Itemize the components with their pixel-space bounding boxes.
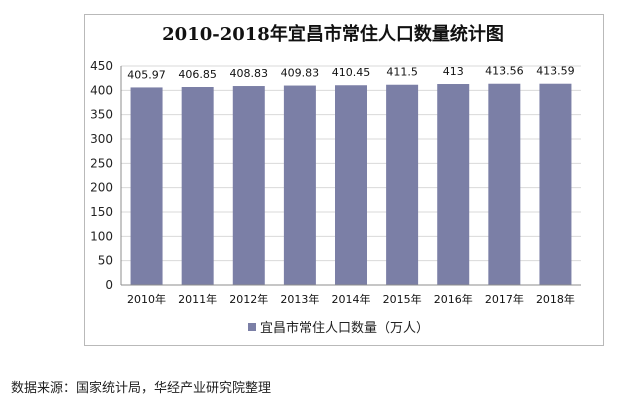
y-tick-label: 400 [90, 83, 113, 97]
bar [283, 85, 316, 285]
x-tick-label: 2010年 [127, 292, 166, 306]
bar [335, 85, 367, 285]
data-label: 409.83 [281, 67, 320, 80]
data-label: 413 [443, 65, 464, 78]
data-label: 413.59 [536, 65, 575, 78]
y-tick-label: 150 [90, 205, 113, 219]
y-tick-label: 0 [105, 278, 113, 292]
legend-swatch [248, 323, 256, 331]
x-axis-ticks: 2010年 2011年 2012年 2013年 2014年 2015年 2016年 2017年… [127, 292, 575, 306]
source-note: 数据来源：国家统计局，华经产业研究院整理 [11, 381, 272, 396]
bar [232, 86, 265, 285]
bar [488, 83, 521, 285]
y-tick-label: 450 [90, 59, 113, 73]
x-tick-label: 2012年 [229, 292, 268, 306]
x-tick-label: 2013年 [280, 292, 319, 306]
y-tick-label: 350 [90, 108, 113, 122]
data-label: 410.45 [332, 66, 371, 79]
y-tick-label: 50 [98, 254, 113, 268]
y-tick-label: 100 [90, 229, 113, 243]
chart-title: 2010-2018年宜昌市常住人口数量统计图 [162, 23, 504, 45]
data-label: 413.56 [485, 65, 524, 78]
y-tick-label: 200 [90, 181, 113, 195]
x-tick-label: 2015年 [383, 292, 422, 306]
x-tick-label: 2018年 [536, 292, 575, 306]
data-label: 411.5 [386, 66, 418, 79]
bar [539, 83, 572, 285]
data-label: 406.85 [178, 68, 217, 81]
x-tick-label: 2016年 [434, 292, 473, 306]
bars [130, 83, 572, 285]
y-tick-label: 250 [90, 156, 113, 170]
data-label: 408.83 [230, 67, 269, 80]
legend-label: 宜昌市常住人口数量（万人） [260, 320, 429, 336]
y-axis-ticks: 0 50 100 150 200 250 300 350 400 450 [90, 59, 113, 292]
x-tick-label: 2014年 [332, 292, 371, 306]
data-label: 405.97 [127, 68, 166, 81]
x-tick-label: 2011年 [178, 292, 217, 306]
bar [181, 86, 214, 285]
bar [130, 87, 163, 285]
bar [437, 84, 470, 285]
data-labels: 405.97 406.85 408.83 409.83 410.45 411.5 413 41… [127, 65, 574, 82]
y-tick-label: 300 [90, 132, 113, 146]
bar [386, 84, 419, 285]
legend: 宜昌市常住人口数量（万人） [248, 320, 429, 336]
x-tick-label: 2017年 [485, 292, 524, 306]
